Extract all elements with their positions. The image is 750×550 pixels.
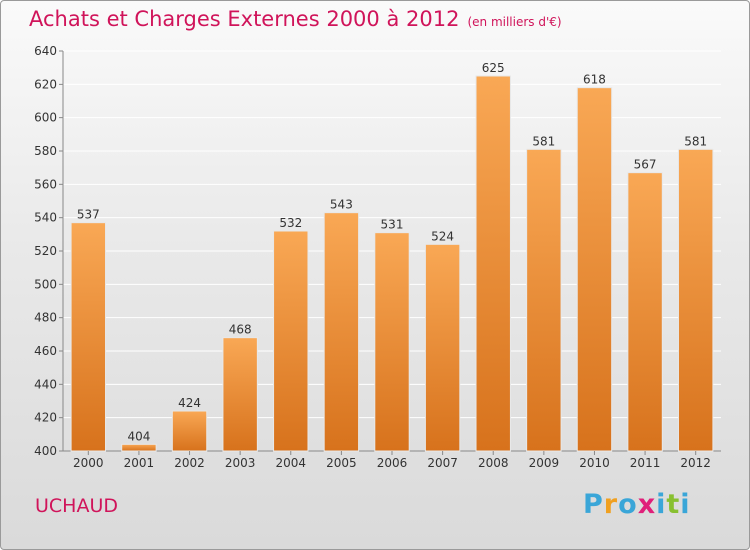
bar (121, 443, 157, 452)
y-tick-label: 500 (34, 277, 57, 291)
proxiti-logo: Proxiti (583, 489, 691, 520)
x-tick-label: 2000 (73, 456, 104, 470)
x-tick-label: 2006 (377, 456, 408, 470)
logo-letter: i (656, 489, 667, 520)
y-tick-label: 480 (34, 311, 57, 325)
x-tick-label: 2007 (427, 456, 458, 470)
bar (222, 337, 258, 452)
chart-subtitle: (en milliers d'€) (467, 15, 562, 29)
bar-value-label: 618 (583, 73, 606, 87)
logo-letter: x (637, 489, 657, 520)
logo-letter: o (618, 489, 638, 520)
y-tick-label: 560 (34, 177, 57, 191)
x-tick-label: 2005 (326, 456, 357, 470)
chart-title-text: Achats et Charges Externes 2000 à 2012 (29, 7, 460, 31)
x-tick-label: 2003 (225, 456, 256, 470)
bar-value-label: 543 (330, 198, 353, 212)
bar (677, 148, 714, 452)
y-tick-label: 440 (34, 377, 57, 391)
logo-letter: r (603, 489, 619, 520)
bar-value-label: 531 (381, 218, 404, 232)
x-tick-label: 2004 (275, 456, 306, 470)
logo-letter: i (680, 489, 691, 520)
y-tick-label: 520 (34, 244, 57, 258)
bar-value-label: 404 (127, 429, 150, 443)
x-tick-label: 2010 (579, 456, 610, 470)
bar-value-label: 537 (77, 208, 100, 222)
bar-value-label: 581 (532, 134, 555, 148)
x-tick-label: 2009 (529, 456, 560, 470)
y-tick-label: 420 (34, 411, 57, 425)
bar (576, 87, 613, 452)
bar (70, 222, 107, 452)
x-tick-label: 2012 (680, 456, 711, 470)
bar (424, 243, 461, 452)
bar (171, 410, 208, 452)
bar-value-label: 567 (634, 158, 657, 172)
x-tick-label: 2002 (174, 456, 205, 470)
bar (526, 148, 562, 452)
bar (273, 230, 309, 452)
y-tick-label: 580 (34, 144, 57, 158)
bar-value-label: 468 (229, 323, 252, 337)
bar (374, 232, 410, 452)
bar (475, 75, 511, 452)
x-tick-label: 2001 (124, 456, 155, 470)
bar-value-label: 524 (431, 229, 454, 243)
bar-value-label: 581 (684, 134, 707, 148)
y-tick-label: 620 (34, 77, 57, 91)
x-tick-label: 2011 (630, 456, 661, 470)
y-tick-label: 540 (34, 211, 57, 225)
logo-letter: t (666, 489, 681, 520)
chart-title: Achats et Charges Externes 2000 à 2012 (e… (29, 7, 562, 31)
y-tick-label: 400 (34, 444, 57, 458)
bar-value-label: 532 (279, 216, 302, 230)
bar (627, 172, 663, 452)
bar-value-label: 424 (178, 396, 201, 410)
x-tick-label: 2008 (478, 456, 509, 470)
logo-letter: P (583, 489, 604, 520)
y-tick-label: 600 (34, 111, 57, 125)
bar (323, 212, 360, 452)
place-name: UCHAUD (35, 495, 118, 517)
y-tick-label: 640 (34, 44, 57, 58)
bar-value-label: 625 (482, 61, 505, 75)
y-tick-label: 460 (34, 344, 57, 358)
